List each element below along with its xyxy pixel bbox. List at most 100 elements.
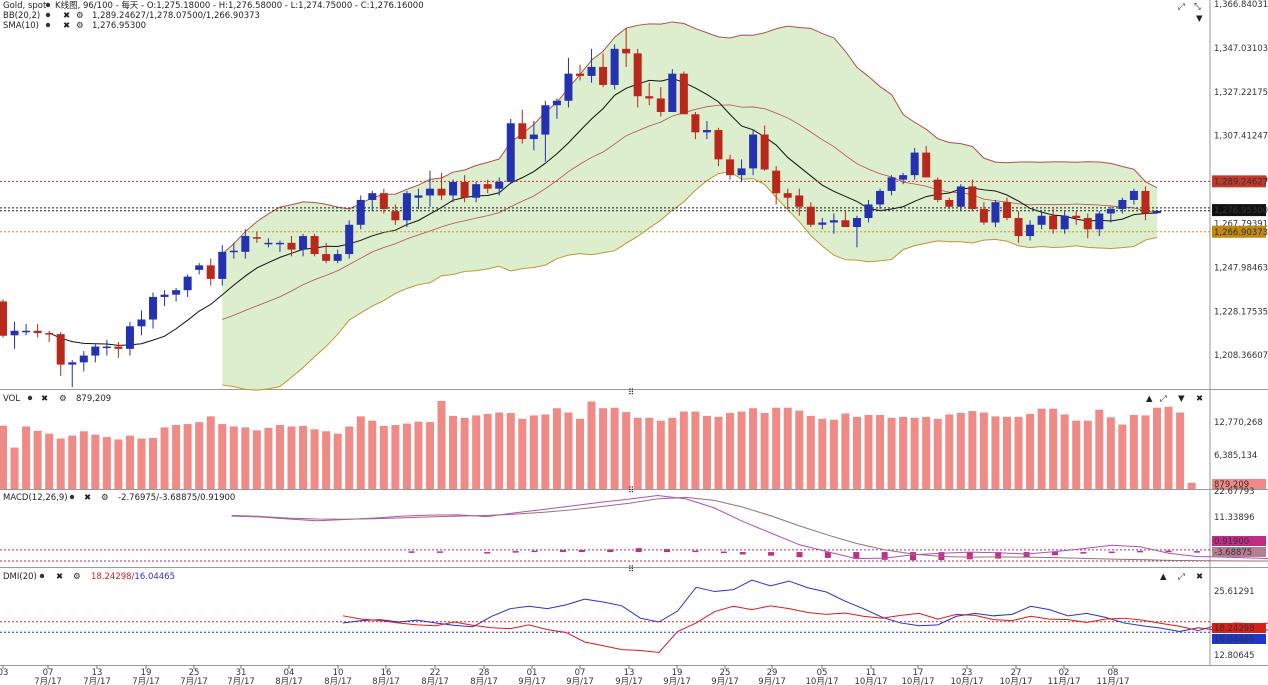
volume-bar: [599, 408, 608, 489]
volume-bar: [841, 413, 850, 489]
move-down-icon[interactable]: ▼: [1196, 14, 1203, 24]
gear-icon[interactable]: ⚙: [76, 21, 84, 31]
drag-handle-icon[interactable]: ⠿: [628, 388, 634, 398]
volume-axis-label: 12,770,268: [1214, 418, 1263, 428]
eye-icon[interactable]: [27, 395, 33, 401]
candle-body: [956, 186, 965, 207]
close-icon[interactable]: ✖: [1196, 394, 1203, 404]
legend-vol-value: 879,209: [76, 394, 111, 404]
volume-bar: [829, 419, 838, 489]
macd-histogram-bar: [853, 552, 860, 559]
gear-icon[interactable]: ⚙: [101, 493, 109, 503]
maximize-icon[interactable]: ⤢: [1177, 2, 1185, 12]
candle-body: [460, 181, 469, 198]
move-up-icon[interactable]: ▲: [1146, 394, 1153, 404]
volume-bar: [229, 426, 238, 489]
candle-body: [114, 346, 123, 349]
volume-bar: [691, 411, 700, 489]
candle-body: [1129, 190, 1138, 200]
candle-body: [506, 123, 515, 182]
close-icon[interactable]: ✖: [63, 21, 70, 31]
drag-handle-icon[interactable]: ⠿: [628, 565, 634, 575]
candle-body: [1083, 218, 1092, 230]
x-axis-month-label: 10月/17: [855, 677, 888, 685]
x-axis-month-label: 9月/17: [711, 677, 739, 685]
x-axis-day-label: 02: [1059, 668, 1070, 678]
x-axis-month-label: 8月/17: [275, 677, 303, 685]
gear-icon[interactable]: ⚙: [59, 394, 67, 404]
legend-main-ohlc: K线图, 96/100 - 每天 - O:1,275.18000 - H:1,2…: [55, 0, 424, 11]
macd-axis-label: 11.33896: [1214, 513, 1255, 523]
volume-badge-bg: [1212, 479, 1266, 489]
sma-badge: 1,276.95300: [1214, 206, 1268, 216]
volume-bar: [391, 425, 400, 489]
legend-sma-name: SMA(10): [3, 21, 39, 31]
price-axis-label: 1,347.03103: [1214, 44, 1268, 54]
candle-body: [345, 224, 354, 255]
x-axis-month-label: 8月/17: [470, 677, 498, 685]
macd-histogram-bar: [1165, 550, 1172, 553]
close-icon[interactable]: ✖: [84, 493, 91, 503]
volume-bar: [737, 411, 746, 489]
candle-body: [229, 250, 238, 253]
x-axis-day-label: 19: [141, 668, 152, 678]
candle-body: [264, 242, 273, 245]
candle-body: [472, 184, 481, 198]
candle-body: [1153, 210, 1161, 214]
candle-body: [564, 73, 573, 101]
restore-icon[interactable]: ⤡: [1194, 2, 1201, 12]
eye-icon[interactable]: [45, 12, 51, 18]
close-icon[interactable]: ✖: [56, 572, 63, 582]
volume-bar: [922, 416, 931, 489]
volume-bar: [160, 427, 169, 489]
move-down-icon[interactable]: ▼: [1178, 394, 1185, 404]
macd-histogram-bar: [1051, 552, 1058, 556]
candle-body: [10, 330, 19, 336]
volume-bar: [33, 430, 42, 489]
close-icon[interactable]: ✖: [41, 394, 48, 404]
close-icon[interactable]: ✖: [63, 11, 70, 21]
volume-bar: [1129, 414, 1138, 489]
maximize-icon[interactable]: ⤢: [1177, 572, 1185, 582]
candle-body: [172, 290, 181, 295]
volume-bar: [506, 413, 515, 489]
maximize-icon[interactable]: ⤢: [1159, 394, 1167, 404]
volume-bar: [610, 407, 619, 489]
x-axis-day-label: 17: [913, 668, 924, 678]
drag-handle-icon[interactable]: ⠿: [628, 486, 634, 496]
gear-icon[interactable]: ⚙: [73, 572, 81, 582]
candle-body: [841, 220, 850, 228]
candle-body: [218, 251, 227, 279]
candle-body: [45, 333, 54, 335]
x-axis-month-label: 11月/17: [1097, 677, 1130, 685]
eye-icon[interactable]: [69, 494, 75, 500]
close-icon[interactable]: ✖: [1196, 572, 1203, 582]
legend-bb-values: 1,289.24627/1,278.07500/1,266.90373: [92, 11, 260, 21]
candle-body: [922, 152, 931, 178]
macd-histogram-bar: [512, 551, 519, 553]
eye-icon[interactable]: [45, 22, 51, 28]
volume-bar: [114, 439, 123, 489]
candle-body: [287, 242, 296, 250]
volume-bar: [1002, 416, 1011, 489]
gear-icon[interactable]: ⚙: [76, 11, 84, 21]
volume-bar: [714, 416, 723, 489]
x-axis-day-label: 28: [479, 668, 490, 678]
x-axis-month-label: 10月/17: [902, 677, 935, 685]
macd-histogram-bar: [796, 552, 803, 558]
volume-bar: [172, 425, 181, 489]
eye-icon[interactable]: [39, 573, 45, 579]
volume-bar: [275, 425, 284, 489]
volume-bar: [633, 417, 642, 489]
eye-icon[interactable]: [45, 2, 51, 8]
volume-bar: [1083, 420, 1092, 489]
price-axis-label: 1,247.98463: [1214, 263, 1268, 273]
volume-bar: [749, 408, 758, 489]
candle-body: [91, 346, 100, 356]
candle-body: [1118, 199, 1127, 209]
volume-bar: [668, 417, 677, 489]
move-up-icon[interactable]: ▲: [1160, 572, 1167, 582]
x-axis-day-label: 13: [92, 668, 103, 678]
volume-bar: [1187, 482, 1196, 489]
volume-bar: [887, 417, 896, 489]
